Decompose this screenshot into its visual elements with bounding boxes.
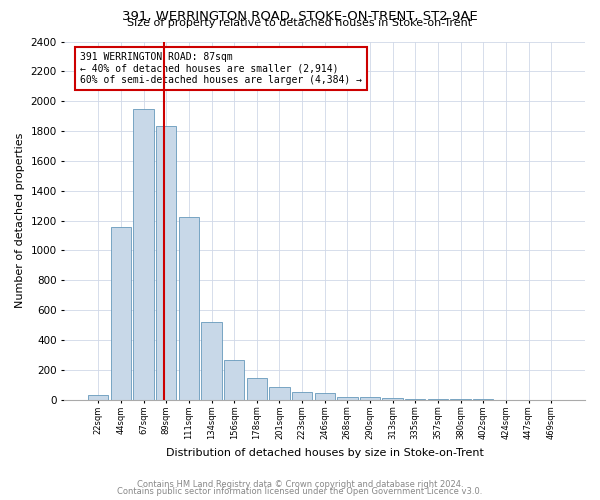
Bar [382, 398, 403, 400]
Bar [179, 217, 199, 400]
Bar [405, 399, 425, 400]
Bar [247, 378, 267, 400]
Bar [224, 360, 244, 400]
Bar [111, 228, 131, 400]
Text: Contains HM Land Registry data © Crown copyright and database right 2024.: Contains HM Land Registry data © Crown c… [137, 480, 463, 489]
Bar [202, 322, 221, 400]
Bar [133, 108, 154, 400]
Bar [337, 397, 358, 400]
Text: Size of property relative to detached houses in Stoke-on-Trent: Size of property relative to detached ho… [127, 18, 473, 28]
Bar [88, 396, 109, 400]
Y-axis label: Number of detached properties: Number of detached properties [15, 133, 25, 308]
Bar [360, 398, 380, 400]
Text: Contains public sector information licensed under the Open Government Licence v3: Contains public sector information licen… [118, 487, 482, 496]
Bar [269, 388, 290, 400]
Text: 391 WERRINGTON ROAD: 87sqm
← 40% of detached houses are smaller (2,914)
60% of s: 391 WERRINGTON ROAD: 87sqm ← 40% of deta… [80, 52, 362, 86]
Bar [292, 392, 312, 400]
X-axis label: Distribution of detached houses by size in Stoke-on-Trent: Distribution of detached houses by size … [166, 448, 484, 458]
Bar [314, 394, 335, 400]
Bar [156, 126, 176, 400]
Bar [428, 399, 448, 400]
Text: 391, WERRINGTON ROAD, STOKE-ON-TRENT, ST2 9AE: 391, WERRINGTON ROAD, STOKE-ON-TRENT, ST… [122, 10, 478, 23]
